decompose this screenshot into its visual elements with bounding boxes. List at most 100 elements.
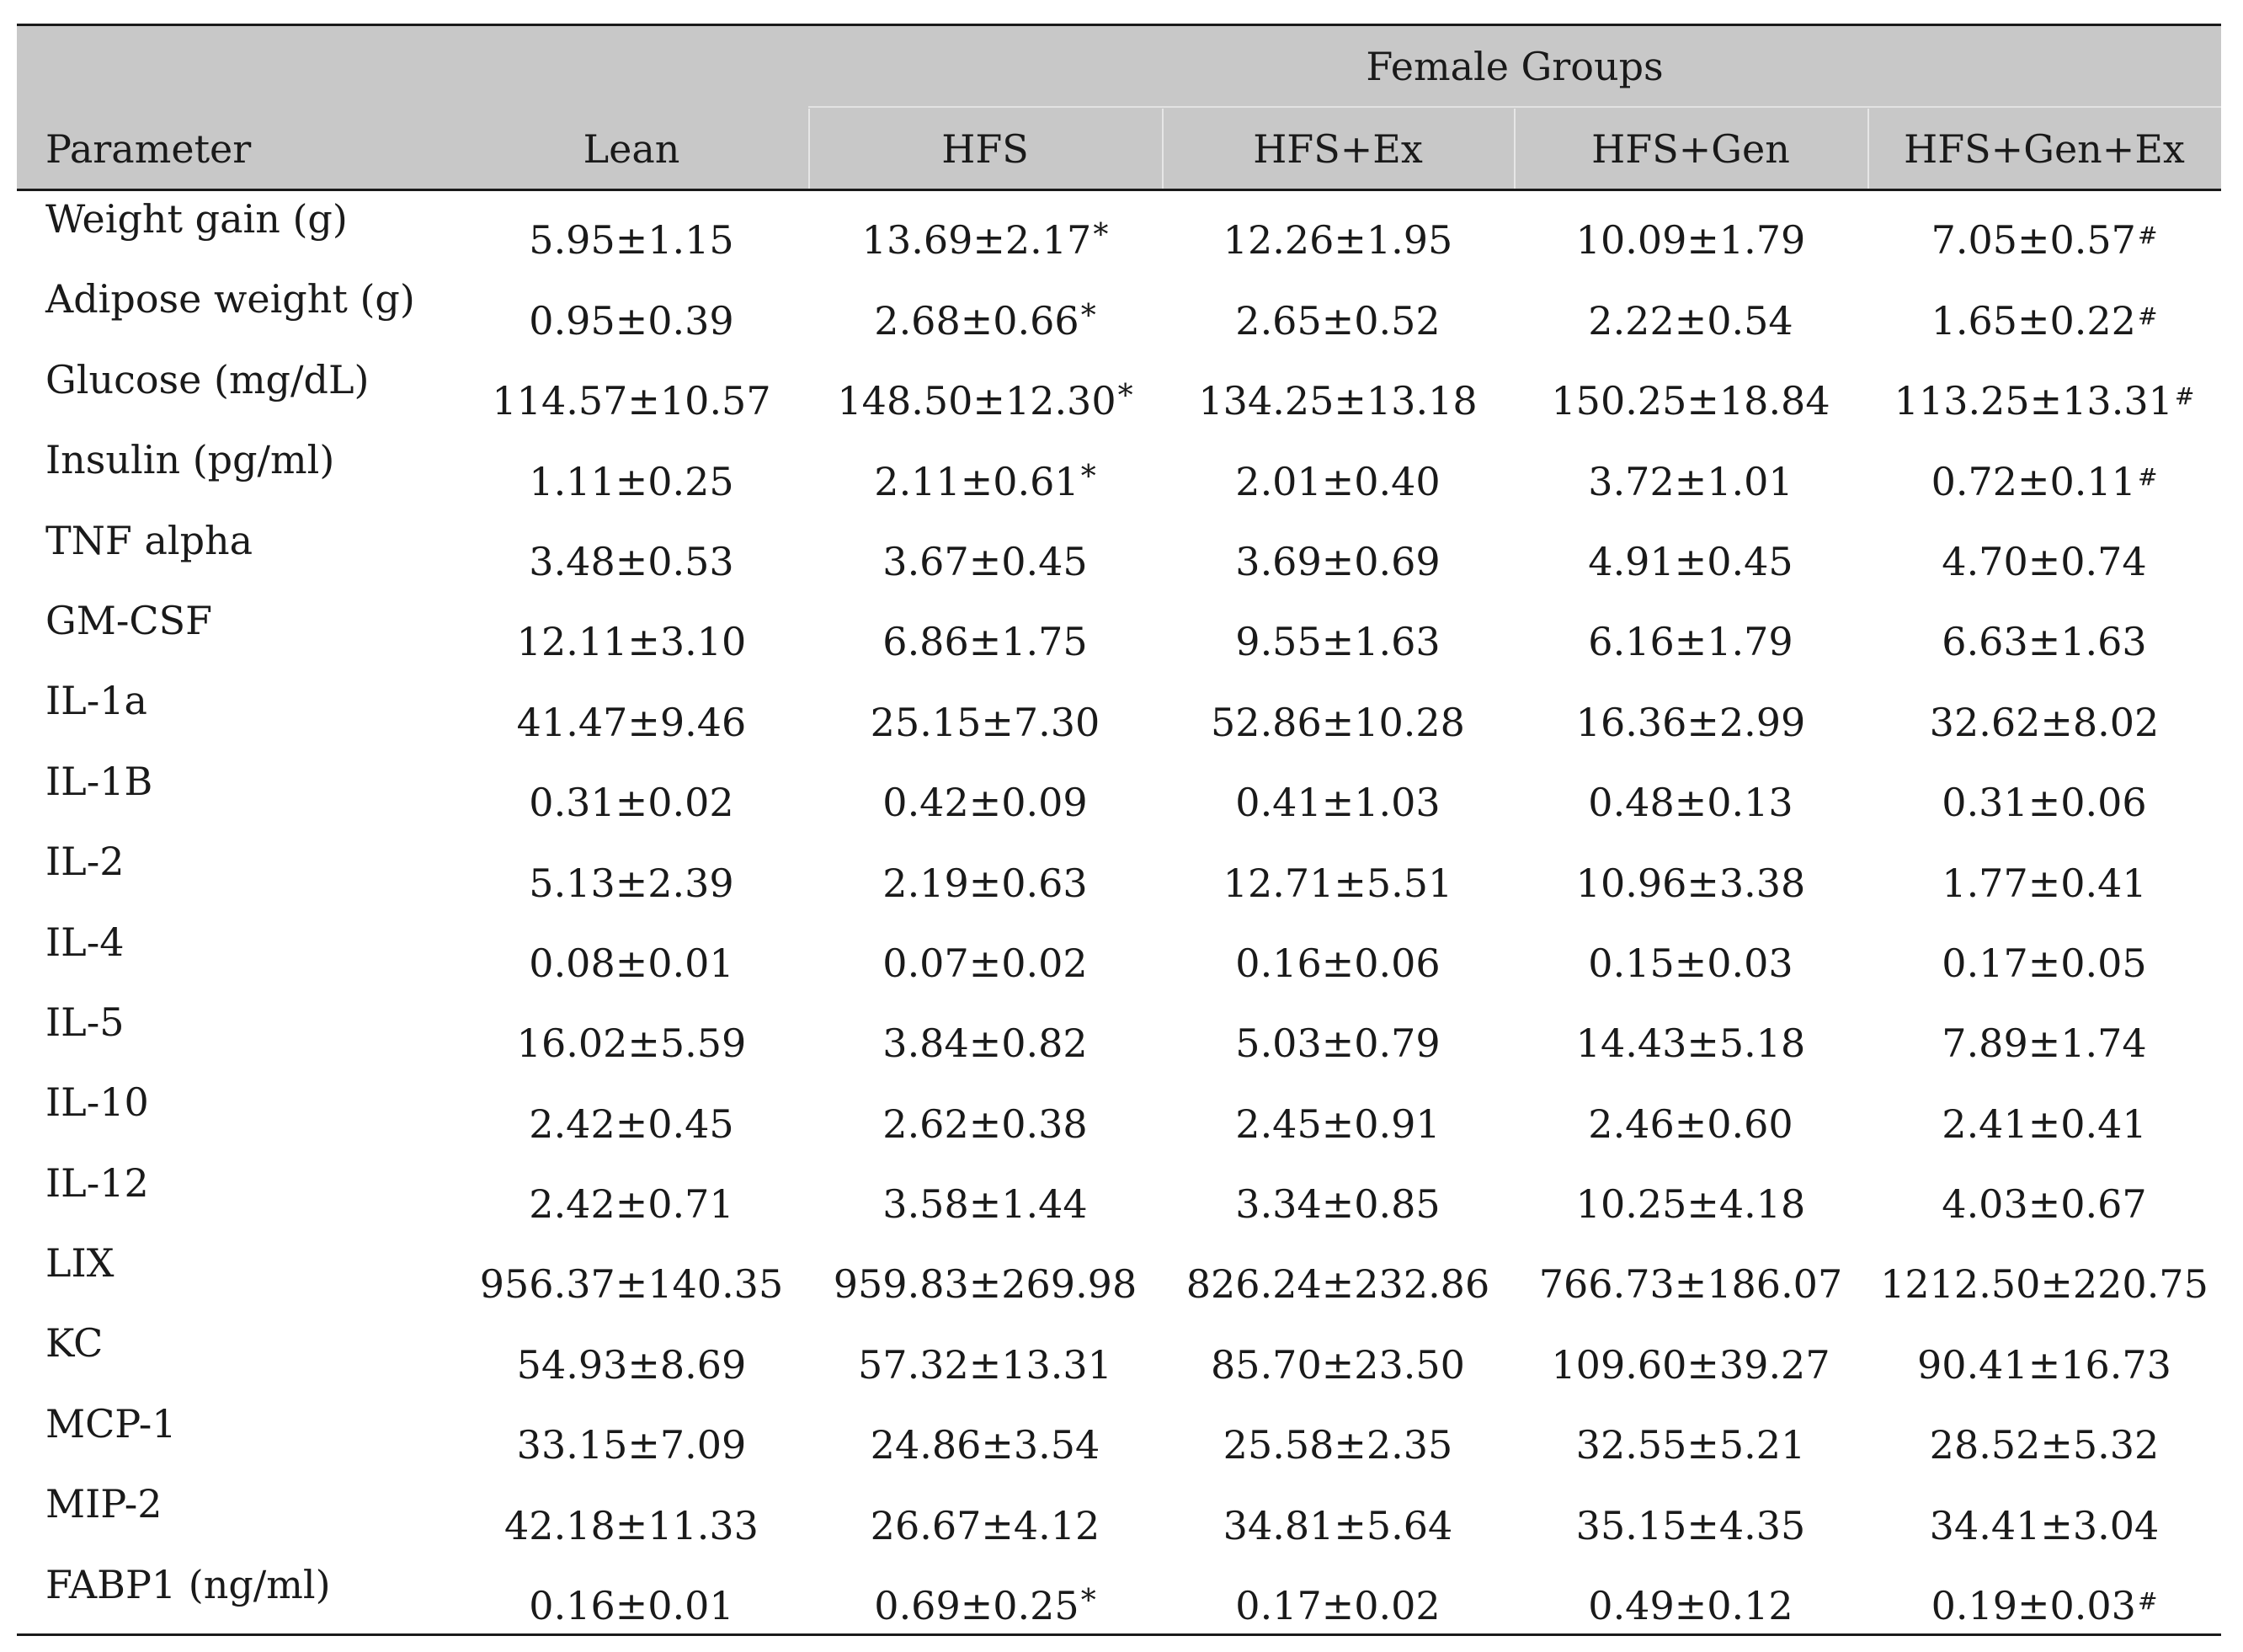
significance-mark: * bbox=[1080, 459, 1096, 494]
value-text: 0.48±0.13 bbox=[1588, 780, 1793, 826]
value-cell: 10.09±1.79 bbox=[1514, 191, 1867, 271]
value-text: 5.13±2.39 bbox=[529, 860, 734, 906]
value-text: 2.45±0.91 bbox=[1235, 1100, 1441, 1147]
value-cell: 16.36±2.99 bbox=[1514, 673, 1867, 753]
table-row: IL-1a 41.47±9.46 25.15±7.30 52.86±10.28 16.3… bbox=[17, 673, 2221, 753]
value-text: 6.63±1.63 bbox=[1942, 619, 2147, 665]
value-cell: 5.95±1.15 bbox=[455, 191, 808, 271]
parameter-cell: IL-1B bbox=[45, 758, 153, 804]
column-header-parameter: Parameter bbox=[45, 125, 252, 172]
value-cell: 0.07±0.02 bbox=[808, 914, 1162, 994]
value-text: 0.15±0.03 bbox=[1588, 940, 1793, 986]
value-cell: 10.25±4.18 bbox=[1514, 1155, 1867, 1235]
value-text: 2.46±0.60 bbox=[1588, 1100, 1793, 1147]
value-text: 12.71±5.51 bbox=[1223, 860, 1453, 906]
value-cell: 13.69±2.17 * bbox=[808, 191, 1162, 271]
value-text: 12.26±1.95 bbox=[1223, 217, 1453, 264]
value-text: 134.25±13.18 bbox=[1198, 378, 1478, 424]
value-cell: 2.45±0.91 bbox=[1162, 1074, 1514, 1154]
value-text: 16.02±5.59 bbox=[516, 1021, 747, 1067]
significance-mark: # bbox=[2174, 382, 2195, 411]
value-text: 13.69±2.17 bbox=[861, 217, 1092, 264]
value-cell: 54.93±8.69 bbox=[455, 1315, 808, 1395]
value-text: 25.58±2.35 bbox=[1223, 1422, 1453, 1468]
value-cell: 2.68±0.66 * bbox=[808, 271, 1162, 351]
value-text: 16.36±2.99 bbox=[1575, 699, 1806, 745]
value-cell: 3.34±0.85 bbox=[1162, 1155, 1514, 1235]
column-header: HFS+Ex bbox=[1253, 125, 1423, 172]
value-text: 1.77±0.41 bbox=[1942, 860, 2147, 906]
parameter-cell: GM-CSF bbox=[45, 597, 213, 643]
value-cell: 0.08±0.01 bbox=[455, 914, 808, 994]
column-headers: Parameter Lean HFS HFS+Ex HFS+Gen HFS+Ge… bbox=[17, 109, 2221, 189]
value-text: 12.11±3.10 bbox=[516, 619, 747, 665]
significance-mark: * bbox=[1080, 298, 1096, 333]
parameter-cell: Glucose (mg/dL) bbox=[45, 356, 370, 402]
value-cell: 6.63±1.63 bbox=[1867, 593, 2221, 673]
value-cell: 10.96±3.38 bbox=[1514, 834, 1867, 914]
value-text: 14.43±5.18 bbox=[1575, 1021, 1806, 1067]
significance-mark: * bbox=[1117, 379, 1133, 414]
value-cell: 32.62±8.02 bbox=[1867, 673, 2221, 753]
value-cell: 14.43±5.18 bbox=[1514, 994, 1867, 1074]
value-cell: 1.77±0.41 bbox=[1867, 834, 2221, 914]
value-text: 57.32±13.31 bbox=[858, 1341, 1112, 1388]
value-text: 33.15±7.09 bbox=[516, 1422, 747, 1468]
data-table: Female Groups Parameter Lean HFS HFS+Ex … bbox=[17, 24, 2221, 1637]
value-text: 3.67±0.45 bbox=[882, 538, 1088, 584]
table-row: MCP-1 33.15±7.09 24.86±3.54 25.58±2.35 32.55… bbox=[17, 1396, 2221, 1476]
value-cell: 3.58±1.44 bbox=[808, 1155, 1162, 1235]
significance-mark: # bbox=[2137, 462, 2158, 491]
value-text: 7.05±0.57 bbox=[1931, 217, 2136, 264]
table-row: MIP-2 42.18±11.33 26.67±4.12 34.81±5.64 35.1… bbox=[17, 1476, 2221, 1556]
value-cell: 766.73±186.07 bbox=[1514, 1235, 1867, 1315]
value-text: 3.48±0.53 bbox=[529, 538, 734, 584]
table-row: IL-10 2.42±0.45 2.62±0.38 2.45±0.91 2.46±0.6… bbox=[17, 1074, 2221, 1154]
value-cell: 1.11±0.25 bbox=[455, 432, 808, 512]
value-text: 2.65±0.52 bbox=[1235, 297, 1441, 344]
value-cell: 0.19±0.03 # bbox=[1867, 1557, 2221, 1637]
parameter-cell: LIX bbox=[45, 1240, 115, 1287]
value-cell: 150.25±18.84 bbox=[1514, 352, 1867, 432]
value-cell: 113.25±13.31 # bbox=[1867, 352, 2221, 432]
value-text: 10.96±3.38 bbox=[1575, 860, 1806, 906]
value-text: 1212.50±220.75 bbox=[1880, 1261, 2208, 1308]
value-text: 2.41±0.41 bbox=[1942, 1100, 2147, 1147]
value-cell: 2.62±0.38 bbox=[808, 1074, 1162, 1154]
value-cell: 0.41±1.03 bbox=[1162, 754, 1514, 834]
value-text: 52.86±10.28 bbox=[1211, 699, 1465, 745]
value-text: 0.17±0.05 bbox=[1942, 940, 2147, 986]
value-cell: 0.17±0.05 bbox=[1867, 914, 2221, 994]
value-cell: 109.60±39.27 bbox=[1514, 1315, 1867, 1395]
value-cell: 2.41±0.41 bbox=[1867, 1074, 2221, 1154]
table-top-rule bbox=[17, 24, 2221, 26]
value-cell: 34.81±5.64 bbox=[1162, 1476, 1514, 1556]
value-text: 34.41±3.04 bbox=[1929, 1502, 2160, 1548]
column-header: HFS+Gen+Ex bbox=[1904, 125, 2185, 172]
value-text: 5.95±1.15 bbox=[529, 217, 734, 264]
value-cell: 25.15±7.30 bbox=[808, 673, 1162, 753]
value-cell: 0.49±0.12 bbox=[1514, 1557, 1867, 1637]
table-row: LIX 956.37±140.35 959.83±269.98 826.24±232.… bbox=[17, 1235, 2221, 1315]
value-text: 35.15±4.35 bbox=[1575, 1502, 1806, 1548]
value-text: 0.07±0.02 bbox=[882, 940, 1088, 986]
value-text: 4.91±0.45 bbox=[1588, 538, 1793, 584]
value-cell: 0.16±0.06 bbox=[1162, 914, 1514, 994]
value-text: 9.55±1.63 bbox=[1235, 619, 1441, 665]
table-header: Female Groups Parameter Lean HFS HFS+Ex … bbox=[17, 26, 2221, 189]
column-separator bbox=[808, 109, 810, 189]
group-title: Female Groups bbox=[1366, 44, 1664, 89]
value-cell: 3.72±1.01 bbox=[1514, 432, 1867, 512]
value-cell: 956.37±140.35 bbox=[455, 1235, 808, 1315]
value-cell: 134.25±13.18 bbox=[1162, 352, 1514, 432]
value-cell: 26.67±4.12 bbox=[808, 1476, 1162, 1556]
value-text: 109.60±39.27 bbox=[1551, 1341, 1830, 1388]
value-cell: 959.83±269.98 bbox=[808, 1235, 1162, 1315]
value-cell: 34.41±3.04 bbox=[1867, 1476, 2221, 1556]
parameter-cell: FABP1 (ng/ml) bbox=[45, 1561, 331, 1607]
value-text: 0.19±0.03 bbox=[1931, 1583, 2136, 1629]
value-text: 0.42±0.09 bbox=[882, 780, 1088, 826]
value-cell: 3.67±0.45 bbox=[808, 513, 1162, 593]
column-separator bbox=[1162, 109, 1164, 189]
value-cell: 0.31±0.06 bbox=[1867, 754, 2221, 834]
